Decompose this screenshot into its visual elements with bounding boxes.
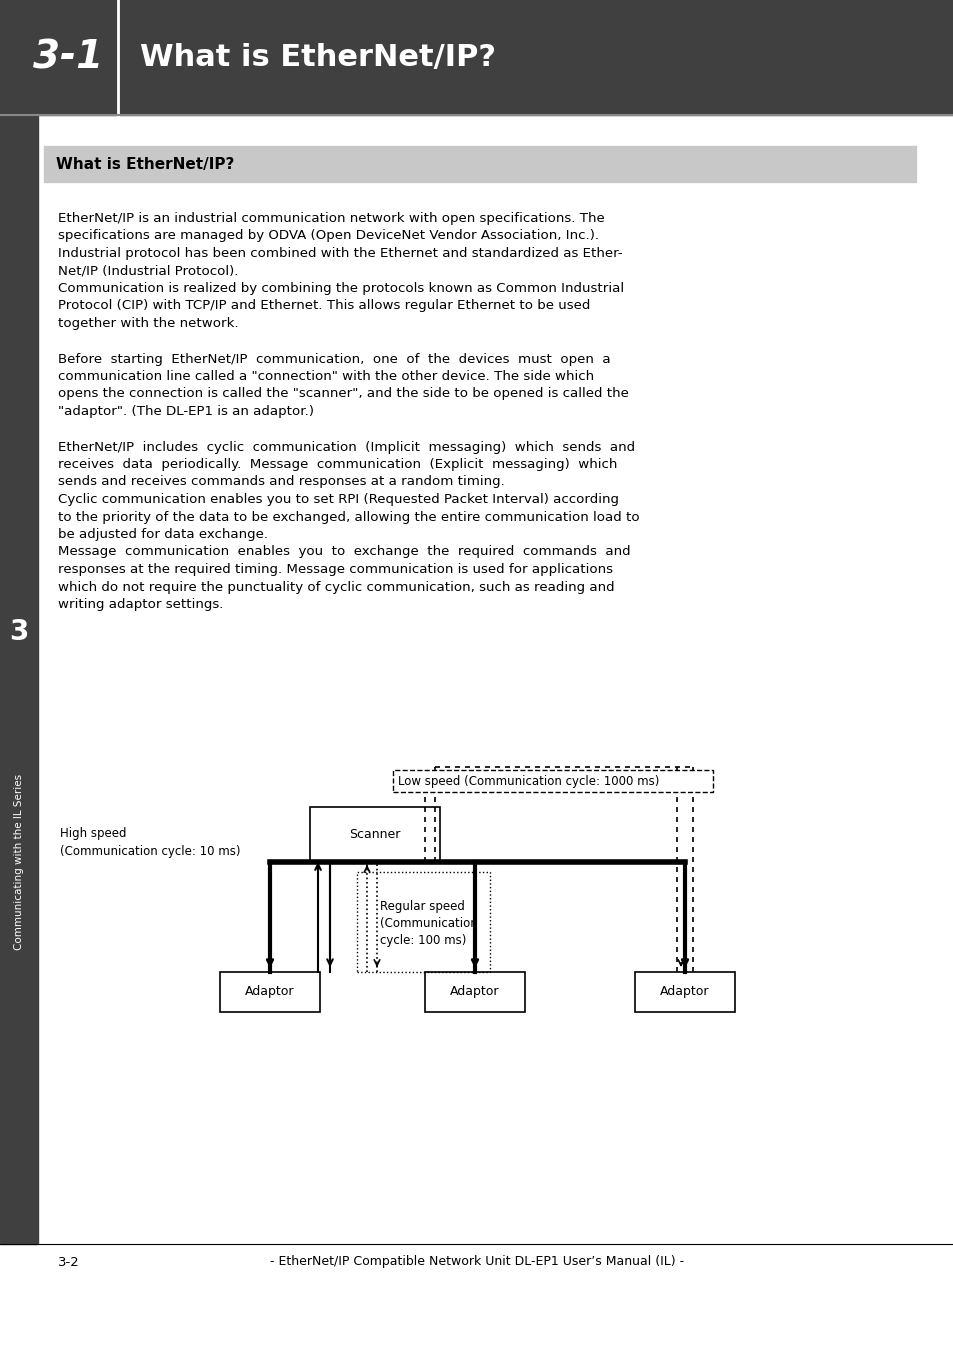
Text: What is EtherNet/IP?: What is EtherNet/IP? (56, 157, 234, 172)
Text: which do not require the punctuality of cyclic communication, such as reading an: which do not require the punctuality of … (58, 580, 614, 594)
Bar (310, 807, 439, 863)
Bar (356, 872, 490, 972)
Text: - EtherNet/IP Compatible Network Unit DL-EP1 User’s Manual (IL) -: - EtherNet/IP Compatible Network Unit DL… (270, 1256, 683, 1268)
Text: Adaptor: Adaptor (245, 986, 294, 999)
Text: sends and receives commands and responses at a random timing.: sends and receives commands and response… (58, 476, 504, 488)
Text: EtherNet/IP is an industrial communication network with open specifications. The: EtherNet/IP is an industrial communicati… (58, 212, 604, 224)
Text: "adaptor". (The DL-EP1 is an adaptor.): "adaptor". (The DL-EP1 is an adaptor.) (58, 406, 314, 418)
Text: Net/IP (Industrial Protocol).: Net/IP (Industrial Protocol). (58, 265, 238, 277)
Bar (0, 115, 38, 1244)
Text: be adjusted for data exchange.: be adjusted for data exchange. (58, 529, 268, 541)
Text: Low speed (Communication cycle: 1000 ms): Low speed (Communication cycle: 1000 ms) (397, 775, 659, 787)
Text: 3-1: 3-1 (33, 38, 103, 77)
Text: Communication is realized by combining the protocols known as Common Industrial: Communication is realized by combining t… (58, 283, 623, 295)
Bar (220, 972, 319, 1013)
Text: opens the connection is called the "scanner", and the side to be opened is calle: opens the connection is called the "scan… (58, 388, 628, 400)
Text: to the priority of the data to be exchanged, allowing the entire communication l: to the priority of the data to be exchan… (58, 511, 639, 523)
Text: specifications are managed by ODVA (Open DeviceNet Vendor Association, Inc.).: specifications are managed by ODVA (Open… (58, 230, 598, 242)
Text: communication line called a "connection" with the other device. The side which: communication line called a "connection"… (58, 370, 594, 383)
Text: responses at the required timing. Message communication is used for applications: responses at the required timing. Messag… (58, 562, 613, 576)
Text: 3-2: 3-2 (58, 1256, 80, 1268)
Text: Message  communication  enables  you  to  exchange  the  required  commands  and: Message communication enables you to exc… (58, 545, 630, 558)
Text: High speed
(Communication cycle: 10 ms): High speed (Communication cycle: 10 ms) (60, 826, 240, 857)
Bar (424, 972, 524, 1013)
Text: receives  data  periodically.  Message  communication  (Explicit  messaging)  wh: receives data periodically. Message comm… (58, 458, 617, 470)
Text: writing adaptor settings.: writing adaptor settings. (58, 598, 223, 611)
Text: Industrial protocol has been combined with the Ethernet and standardized as Ethe: Industrial protocol has been combined wi… (58, 247, 622, 260)
Text: Scanner: Scanner (349, 827, 400, 841)
Text: Regular speed
(Communication
cycle: 100 ms): Regular speed (Communication cycle: 100 … (379, 900, 477, 946)
Text: 3: 3 (10, 618, 29, 646)
Text: EtherNet/IP  includes  cyclic  communication  (Implicit  messaging)  which  send: EtherNet/IP includes cyclic communicatio… (58, 441, 635, 453)
Text: Adaptor: Adaptor (659, 986, 709, 999)
Text: Before  starting  EtherNet/IP  communication,  one  of  the  devices  must  open: Before starting EtherNet/IP communicatio… (58, 353, 610, 365)
Text: together with the network.: together with the network. (58, 316, 238, 330)
Bar (635, 972, 734, 1013)
Text: Cyclic communication enables you to set RPI (Requested Packet Interval) accordin: Cyclic communication enables you to set … (58, 493, 618, 506)
Text: Adaptor: Adaptor (450, 986, 499, 999)
Text: Communicating with the IL Series: Communicating with the IL Series (14, 773, 24, 950)
Bar (393, 771, 712, 792)
Bar (0, 0, 953, 115)
Bar (44, 146, 915, 183)
Text: Protocol (CIP) with TCP/IP and Ethernet. This allows regular Ethernet to be used: Protocol (CIP) with TCP/IP and Ethernet.… (58, 300, 590, 312)
Text: What is EtherNet/IP?: What is EtherNet/IP? (140, 43, 496, 72)
